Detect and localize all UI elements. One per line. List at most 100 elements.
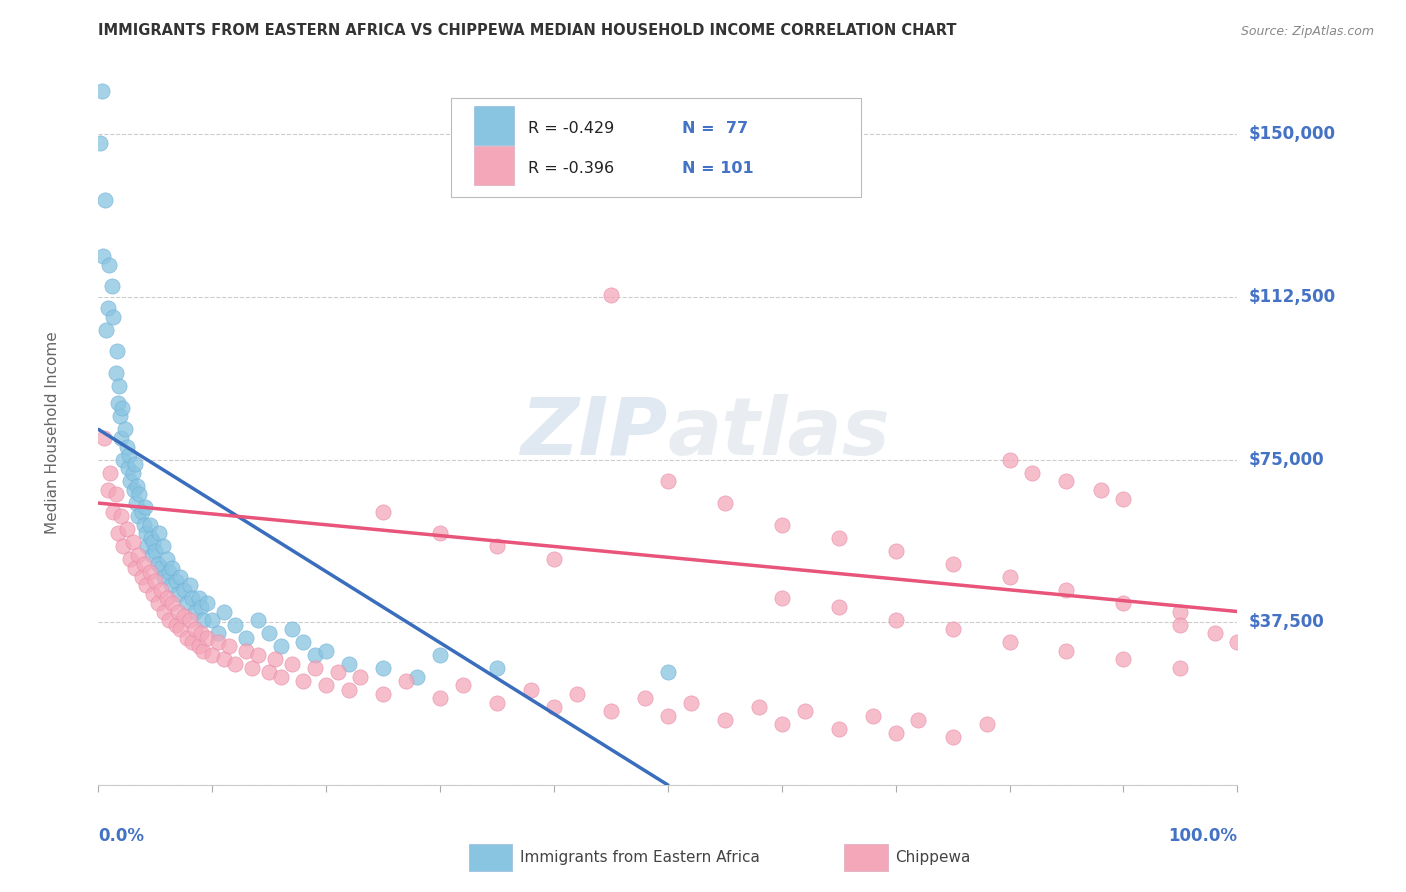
Point (169, 622, 191, 636)
Point (112, 452, 135, 467)
Point (634, 691, 657, 706)
Text: IMMIGRANTS FROM EASTERN AFRICA VS CHIPPEWA MEDIAN HOUSEHOLD INCOME CORRELATION C: IMMIGRANTS FROM EASTERN AFRICA VS CHIPPE… (98, 23, 957, 38)
Point (152, 540, 174, 554)
Point (127, 548, 149, 562)
Point (1112, 596, 1135, 610)
Point (451, 678, 474, 692)
Point (115, 440, 138, 454)
Point (97, 258, 120, 272)
Point (135, 526, 157, 541)
Point (259, 626, 281, 640)
Point (770, 591, 793, 606)
Point (184, 622, 207, 636)
Point (132, 557, 155, 571)
Text: $37,500: $37,500 (1249, 614, 1324, 632)
Point (371, 661, 394, 675)
Point (264, 652, 287, 666)
Point (111, 401, 134, 415)
FancyBboxPatch shape (474, 106, 515, 145)
Point (125, 496, 148, 510)
Text: atlas: atlas (668, 393, 890, 472)
Text: Source: ZipAtlas.com: Source: ZipAtlas.com (1241, 25, 1374, 38)
Point (131, 570, 153, 584)
Point (326, 665, 349, 680)
Point (976, 717, 998, 731)
Point (179, 578, 201, 592)
Point (107, 526, 129, 541)
Point (153, 570, 176, 584)
Point (135, 578, 157, 592)
Point (942, 557, 965, 571)
Point (122, 483, 145, 497)
Point (657, 475, 679, 489)
Point (770, 517, 793, 532)
Point (128, 487, 150, 501)
Point (179, 613, 201, 627)
Text: ZIP: ZIP (520, 393, 668, 472)
Point (195, 631, 218, 645)
Point (173, 608, 195, 623)
Point (91, 249, 114, 263)
Point (136, 540, 159, 554)
Point (176, 596, 198, 610)
Text: Chippewa: Chippewa (896, 850, 972, 865)
Point (429, 648, 451, 662)
Point (270, 669, 292, 683)
Point (146, 596, 169, 610)
Point (110, 431, 132, 445)
Point (246, 648, 269, 662)
Point (145, 574, 167, 589)
Point (127, 509, 149, 524)
Point (486, 540, 509, 554)
Point (406, 669, 429, 683)
Point (94, 193, 117, 207)
Point (212, 605, 235, 619)
Point (907, 713, 929, 727)
Point (110, 509, 132, 524)
Point (167, 587, 190, 601)
FancyBboxPatch shape (468, 844, 512, 871)
Point (828, 531, 851, 545)
Point (884, 726, 907, 740)
Point (131, 505, 153, 519)
Point (107, 396, 129, 410)
Point (998, 452, 1021, 467)
Point (184, 605, 207, 619)
Point (187, 639, 209, 653)
Point (89, 136, 111, 150)
Point (543, 552, 565, 566)
Point (520, 682, 543, 697)
Point (93, 431, 115, 445)
Point (395, 673, 418, 688)
Point (212, 652, 235, 666)
Point (121, 535, 143, 549)
Point (162, 596, 184, 610)
Point (146, 557, 169, 571)
FancyBboxPatch shape (845, 844, 887, 871)
Point (127, 479, 149, 493)
Point (884, 543, 907, 558)
Point (96, 483, 118, 497)
Point (224, 617, 246, 632)
Point (1112, 491, 1135, 506)
Point (104, 487, 127, 501)
Point (162, 561, 184, 575)
Text: 0.0%: 0.0% (98, 827, 145, 846)
Point (304, 661, 326, 675)
Point (120, 552, 142, 566)
Point (337, 657, 360, 671)
Point (103, 505, 125, 519)
Text: $112,500: $112,500 (1249, 288, 1336, 306)
Point (349, 669, 371, 683)
Point (748, 699, 770, 714)
Point (190, 600, 212, 615)
FancyBboxPatch shape (451, 98, 862, 196)
Point (292, 635, 315, 649)
Point (117, 461, 139, 475)
Point (304, 648, 326, 662)
Point (486, 696, 509, 710)
Point (156, 552, 179, 566)
Point (157, 613, 180, 627)
Point (160, 578, 183, 592)
Point (142, 587, 165, 601)
